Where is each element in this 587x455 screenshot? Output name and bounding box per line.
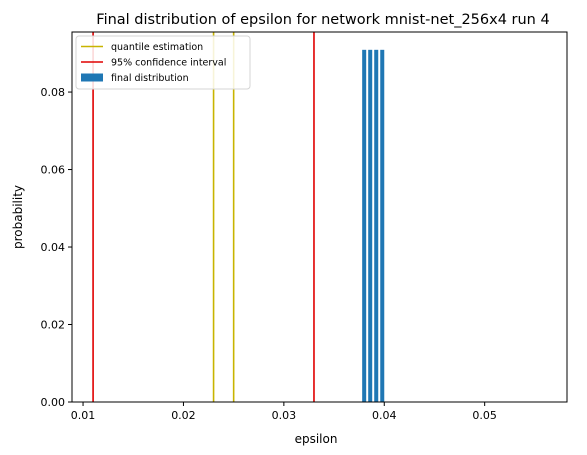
y-tick-label: 0.06 bbox=[41, 164, 66, 177]
chart-title: Final distribution of epsilon for networ… bbox=[96, 12, 549, 28]
legend-label: final distribution bbox=[111, 73, 189, 84]
legend-label: 95% confidence interval bbox=[111, 58, 226, 69]
bar-final-distribution bbox=[380, 49, 385, 402]
bar-final-distribution bbox=[368, 49, 373, 402]
bar-final-distribution bbox=[374, 49, 379, 402]
x-tick-label: 0.01 bbox=[71, 409, 96, 422]
x-axis: 0.01 0.02 0.03 0.04 0.05 bbox=[71, 402, 497, 422]
y-tick-label: 0.08 bbox=[41, 86, 66, 99]
y-tick-label: 0.02 bbox=[41, 319, 66, 332]
legend-box bbox=[75, 35, 251, 90]
plot-area bbox=[92, 32, 385, 402]
legend: quantile estimation 95% confidence interv… bbox=[75, 35, 251, 90]
bar-final-distribution bbox=[362, 49, 367, 402]
y-tick-label: 0.00 bbox=[41, 396, 66, 409]
x-tick-label: 0.02 bbox=[171, 409, 196, 422]
x-tick-label: 0.03 bbox=[272, 409, 297, 422]
x-tick-label: 0.05 bbox=[472, 409, 497, 422]
axes-frame bbox=[71, 31, 568, 403]
legend-swatch-patch bbox=[81, 73, 103, 82]
y-axis: 0.00 0.02 0.04 0.06 0.08 bbox=[41, 86, 72, 409]
x-axis-label: epsilon bbox=[295, 432, 338, 446]
y-axis-label: probability bbox=[11, 185, 25, 249]
legend-label: quantile estimation bbox=[111, 42, 203, 53]
y-tick-label: 0.04 bbox=[41, 241, 66, 254]
x-tick-label: 0.04 bbox=[372, 409, 397, 422]
